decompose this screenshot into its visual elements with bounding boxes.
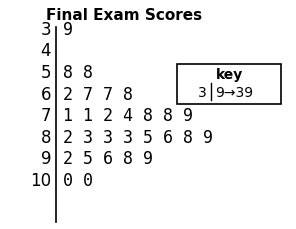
Text: 8: 8: [41, 128, 51, 146]
Text: 9: 9: [63, 21, 73, 39]
Text: 4: 4: [41, 42, 51, 60]
Text: Final Exam Scores: Final Exam Scores: [46, 8, 202, 23]
Text: 10: 10: [30, 171, 51, 189]
Text: 7: 7: [41, 107, 51, 125]
Text: 8 8: 8 8: [63, 64, 93, 82]
Text: 9: 9: [41, 150, 51, 168]
Text: 6: 6: [41, 85, 51, 103]
Text: 3: 3: [198, 86, 207, 100]
Text: 9→39: 9→39: [215, 86, 254, 100]
Text: key: key: [216, 68, 243, 82]
FancyBboxPatch shape: [177, 65, 281, 104]
Text: 0 0: 0 0: [63, 171, 93, 189]
Text: 2 7 7 8: 2 7 7 8: [63, 85, 133, 103]
Text: 1 1 2 4 8 8 9: 1 1 2 4 8 8 9: [63, 107, 193, 125]
Text: 2 3 3 3 5 6 8 9: 2 3 3 3 5 6 8 9: [63, 128, 213, 146]
Text: 3: 3: [41, 21, 51, 39]
Text: 2 5 6 8 9: 2 5 6 8 9: [63, 150, 153, 168]
Text: 5: 5: [41, 64, 51, 82]
